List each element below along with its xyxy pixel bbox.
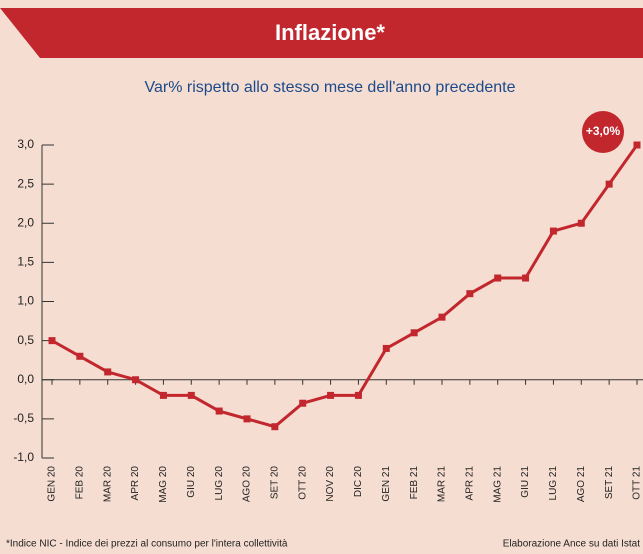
x-tick-label: SET 21 [604,466,615,500]
x-tick-label: DIC 20 [353,466,364,498]
x-tick-label: AGO 20 [242,466,253,503]
point [382,344,390,352]
y-tick-label: 0,0 [17,372,34,386]
y-tick-label: -1,0 [13,450,34,464]
point [132,376,140,384]
x-tick-label: OTT 21 [632,466,643,500]
point [159,391,167,399]
x-tick-label: NOV 20 [325,466,336,502]
point [243,415,251,423]
point [522,274,530,282]
footnote: *Indice NIC - Indice dei prezzi al consu… [6,539,288,550]
point [494,274,502,282]
x-tick-label: FEB 20 [74,466,85,500]
point [48,337,56,345]
y-tick-label: 2,5 [17,176,34,190]
title-banner [0,8,643,58]
x-tick-label: MAR 21 [437,466,448,503]
chart-subtitle: Var% rispetto allo stesso mese dell'anno… [145,79,516,96]
point [187,391,195,399]
point [466,290,474,298]
x-tick-label: MAR 20 [102,466,113,503]
point [605,180,613,188]
point [354,391,362,399]
source: Elaborazione Ance su dati Istat [503,539,641,550]
point [271,423,279,431]
x-tick-label: AGO 21 [576,466,587,503]
point [215,407,223,415]
y-tick-label: 3,0 [17,137,34,151]
x-tick-label: MAG 21 [492,466,503,503]
y-tick-label: 0,5 [17,333,34,347]
annotation: +3,0% [586,124,621,138]
x-tick-label: GEN 21 [381,466,392,502]
x-tick-label: GEN 20 [47,466,58,502]
x-tick-label: FEB 21 [409,466,420,500]
chart-title: Inflazione* [275,20,385,45]
point [577,219,585,227]
point [549,227,557,235]
point [410,329,418,337]
point [76,352,84,360]
y-tick-label: 2,0 [17,215,34,229]
annotation-badge [582,111,624,153]
x-tick-label: OTT 20 [297,466,308,500]
x-tick-label: APR 21 [464,466,475,501]
point [327,391,335,399]
point [299,399,307,407]
x-tick-label: LUG 20 [214,466,225,501]
x-tick-label: GIU 20 [186,466,197,498]
point [633,141,641,149]
point [438,313,446,321]
x-tick-label: MAG 20 [158,466,169,503]
y-tick-label: 1,0 [17,294,34,308]
point [104,368,112,376]
x-tick-label: LUG 21 [548,466,559,501]
x-tick-label: GIU 21 [520,466,531,498]
x-tick-label: APR 20 [130,466,141,501]
y-tick-label: 1,5 [17,255,34,269]
line [51,144,639,429]
y-tick-label: -0,5 [13,411,34,425]
x-tick-label: SET 20 [269,466,280,500]
